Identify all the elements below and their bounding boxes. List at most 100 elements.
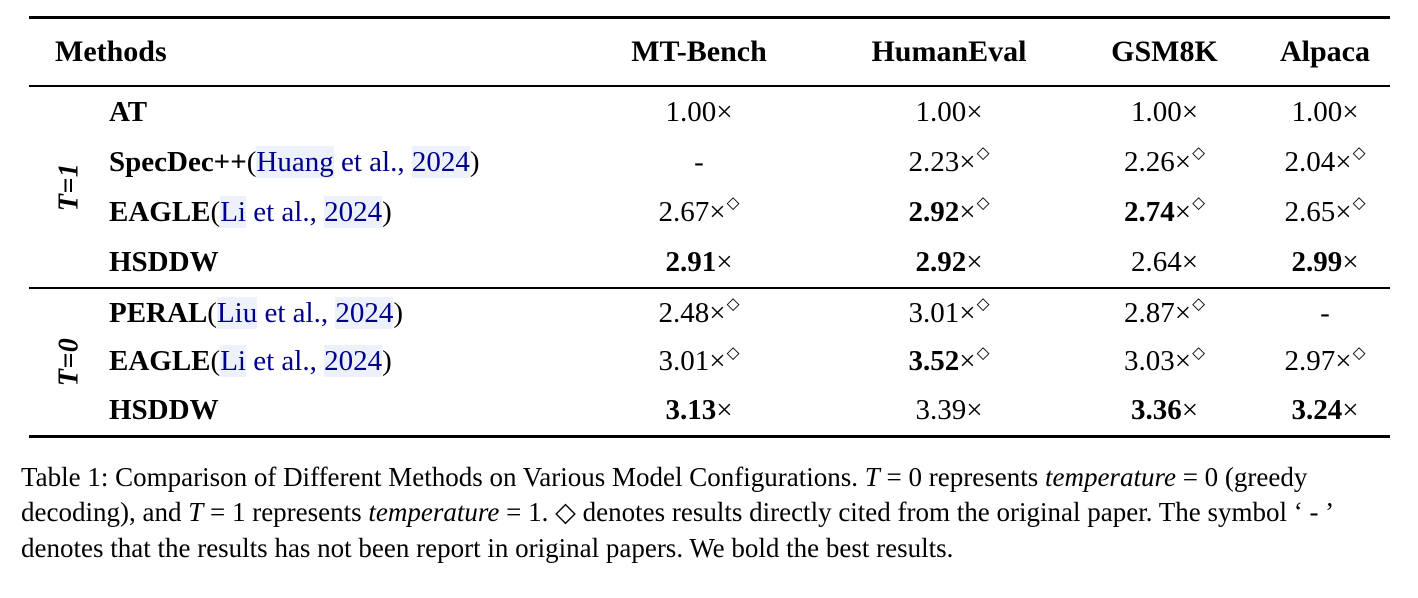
multiply-symbol: × bbox=[1335, 145, 1352, 178]
value-cell: 3.01×◇ bbox=[829, 295, 1069, 330]
caption-text: temperature bbox=[1044, 461, 1176, 492]
citation-author-link[interactable]: Liu bbox=[216, 296, 258, 329]
citation: Li et al., 2024 bbox=[220, 345, 383, 378]
speedup-value: 2.74 bbox=[1123, 195, 1175, 228]
multiply-symbol: × bbox=[1174, 345, 1192, 378]
citation-author-link[interactable]: Li bbox=[220, 345, 246, 378]
method-name: EAGLE bbox=[109, 345, 211, 378]
citation-close-paren: ) bbox=[382, 195, 392, 228]
group-label: T=0 bbox=[29, 289, 109, 435]
multiply-symbol: × bbox=[1335, 195, 1352, 228]
cited-result-diamond-icon: ◇ bbox=[726, 192, 740, 212]
citation-year-link[interactable]: 2024 bbox=[324, 345, 383, 378]
citation-year-link[interactable]: 2024 bbox=[411, 145, 470, 178]
value-cell: 2.04×◇ bbox=[1260, 142, 1390, 179]
method-cell: PERAL(Liu et al., 2024) bbox=[109, 296, 569, 330]
value-cell: 3.36× bbox=[1069, 394, 1260, 427]
multiply-symbol: × bbox=[966, 245, 983, 278]
citation-author-link[interactable]: Li bbox=[220, 195, 246, 228]
cited-result-diamond-icon: ◇ bbox=[1192, 192, 1206, 212]
column-header-alpaca: Alpaca bbox=[1280, 35, 1370, 68]
value-cell: 2.87×◇ bbox=[1069, 294, 1260, 330]
multiply-symbol: × bbox=[959, 195, 976, 228]
table-row: PERAL(Liu et al., 2024) 2.48×◇ 3.01×◇ 2.87×… bbox=[29, 289, 1390, 338]
table-bottom-rule bbox=[29, 434, 1390, 438]
value-cell: 2.65×◇ bbox=[1260, 194, 1390, 229]
method-name: PERAL bbox=[109, 296, 208, 329]
cited-result-diamond-icon: ◇ bbox=[1192, 342, 1206, 362]
speedup-value: 3.01 bbox=[658, 345, 710, 378]
speedup-value: 3.24 bbox=[1291, 393, 1343, 426]
method-cell: HSDDW bbox=[109, 394, 569, 427]
method-name: HSDDW bbox=[109, 245, 219, 278]
method-name: EAGLE bbox=[109, 195, 211, 228]
citation-open-paren: ( bbox=[207, 296, 217, 329]
row-group: T=0 PERAL(Liu et al., 2024) 2.48×◇ 3.01×◇ 2.… bbox=[29, 289, 1390, 435]
speedup-value: 2.67 bbox=[658, 195, 710, 228]
missing-result-dash: - bbox=[694, 145, 704, 178]
cited-result-diamond-icon: ◇ bbox=[1352, 342, 1366, 362]
method-name: HSDDW bbox=[109, 393, 219, 426]
method-cell: HSDDW bbox=[109, 246, 569, 279]
table-header-rule bbox=[29, 85, 1390, 87]
method-cell: EAGLE(Li et al., 2024) bbox=[109, 345, 569, 378]
value-cell: 2.64× bbox=[1069, 246, 1260, 279]
multiply-symbol: × bbox=[716, 393, 733, 426]
speedup-value: 2.04 bbox=[1284, 145, 1336, 178]
citation: Li et al., 2024 bbox=[220, 195, 383, 228]
citation-etal-text: et al., bbox=[257, 296, 336, 329]
multiply-symbol: × bbox=[959, 345, 976, 378]
cited-result-diamond-icon: ◇ bbox=[1192, 294, 1206, 314]
column-header-mt-bench: MT-Bench bbox=[631, 35, 767, 68]
citation-close-paren: ) bbox=[469, 145, 480, 178]
speedup-value: 2.99 bbox=[1291, 245, 1343, 278]
speedup-value: 2.92 bbox=[908, 195, 960, 228]
speedup-value: 2.91 bbox=[665, 245, 717, 278]
citation-author-link[interactable]: Huang bbox=[256, 145, 334, 178]
row-group: T=1 AT 1.00× 1.00× 1.00× 1.00× SpecDec++(Huang… bbox=[29, 87, 1390, 287]
value-cell: 2.91× bbox=[569, 246, 829, 279]
value-cell: 3.01×◇ bbox=[569, 344, 829, 378]
cited-result-diamond-icon: ◇ bbox=[976, 342, 990, 362]
citation-open-paren: ( bbox=[210, 345, 221, 378]
caption-text: = 0 represents bbox=[879, 461, 1045, 492]
multiply-symbol: × bbox=[709, 345, 726, 378]
column-header-methods: Methods bbox=[55, 35, 167, 68]
value-cell: 3.52×◇ bbox=[829, 342, 1069, 378]
speedup-value: 2.65 bbox=[1284, 195, 1336, 228]
citation-close-paren: ) bbox=[382, 345, 392, 378]
group-label: T=1 bbox=[29, 87, 109, 287]
value-cell: 2.92×◇ bbox=[829, 192, 1069, 229]
table-top-rule bbox=[29, 16, 1390, 19]
value-cell: 1.00× bbox=[569, 96, 829, 129]
multiply-symbol: × bbox=[1174, 195, 1192, 228]
table-caption: Table 1: Comparison of Different Methods… bbox=[21, 460, 1402, 567]
table-row: HSDDW 3.13× 3.39 × 3.36× 3.24× bbox=[29, 386, 1390, 435]
speedup-value: 2.64 bbox=[1130, 245, 1182, 278]
cited-result-diamond-icon: ◇ bbox=[726, 294, 740, 314]
multiply-symbol: × bbox=[966, 95, 983, 128]
citation-year-link[interactable]: 2024 bbox=[324, 195, 383, 228]
citation-year-link[interactable]: 2024 bbox=[335, 296, 394, 329]
speedup-value: 3.39 bbox=[915, 393, 967, 426]
cited-result-diamond-icon: ◇ bbox=[976, 192, 990, 212]
citation-open-paren: ( bbox=[210, 195, 221, 228]
speedup-value: 1.00 bbox=[1291, 95, 1343, 128]
value-cell: 3.13× bbox=[569, 394, 829, 427]
multiply-symbol: × bbox=[1342, 245, 1359, 278]
cited-result-diamond-icon: ◇ bbox=[976, 142, 990, 162]
value-cell: 2.67×◇ bbox=[569, 192, 829, 229]
value-cell: 2.92× bbox=[829, 246, 1069, 279]
multiply-symbol: × bbox=[1174, 296, 1192, 329]
table-header-row: Methods MT-Bench HumanEval GSM8K Alpaca bbox=[29, 19, 1390, 85]
speedup-value: 2.92 bbox=[915, 245, 967, 278]
multiply-symbol: × bbox=[1174, 145, 1192, 178]
multiply-symbol: × bbox=[1181, 95, 1199, 128]
value-cell: 2.23×◇ bbox=[829, 142, 1069, 179]
table-row: EAGLE(Li et al., 2024) 3.01×◇ 3.52×◇ 3.03×◇… bbox=[29, 338, 1390, 387]
caption-text: T bbox=[864, 461, 880, 492]
value-cell: 3.24× bbox=[1260, 394, 1390, 427]
citation: Liu et al., 2024 bbox=[216, 296, 394, 329]
cited-result-diamond-icon: ◇ bbox=[1352, 142, 1366, 162]
speedup-value: 2.23 bbox=[908, 145, 960, 178]
